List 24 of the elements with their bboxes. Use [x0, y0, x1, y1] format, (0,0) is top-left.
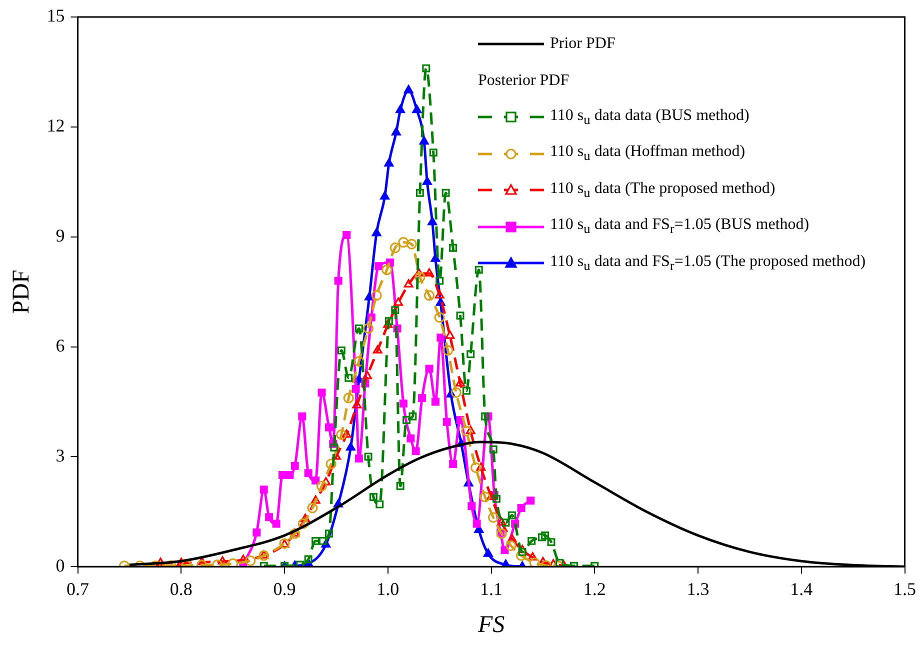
- legend-label: Prior PDF: [550, 35, 616, 54]
- legend-label: 110 s$_{u}$ data data (BUS method): [550, 106, 750, 128]
- legend-label: 110 s$_{u}$ data (The proposed method): [550, 180, 776, 201]
- x-tick-label: 1.0: [376, 579, 400, 600]
- legend-label: 110 s$_{u}$ data (Hoffman method): [550, 143, 746, 164]
- y-tick-label: 6: [56, 335, 65, 356]
- x-tick-label: 1.3: [686, 579, 710, 600]
- x-tick-label: 0.9: [273, 579, 296, 600]
- x-tick-label: 0.8: [170, 579, 192, 600]
- x-tick-label: 1.5: [894, 579, 916, 600]
- y-tick-label: 9: [56, 226, 65, 246]
- y-tick-label: 12: [46, 116, 65, 136]
- x-tick-label: 1.1: [480, 579, 503, 600]
- x-tick-label: 1.2: [583, 579, 606, 600]
- y-axis-title: PDF: [8, 270, 35, 314]
- y-tick-label: 3: [56, 445, 65, 466]
- x-axis-title: FS: [476, 612, 505, 638]
- legend-label: 110 s$_{u}$ data and FS$_{r}$=1.05 (The proposed method): [550, 252, 866, 274]
- annotation: Posterior PDF: [478, 70, 570, 91]
- legend-label: 110 s$_{u}$ data and FS$_{r}$=1.05 (BUS method): [550, 216, 810, 238]
- y-tick-label: 0: [56, 555, 65, 576]
- y-tick-label: 15: [46, 6, 65, 26]
- x-tick-label: 1.4: [790, 579, 813, 600]
- x-tick-label: 0.7: [66, 579, 90, 600]
